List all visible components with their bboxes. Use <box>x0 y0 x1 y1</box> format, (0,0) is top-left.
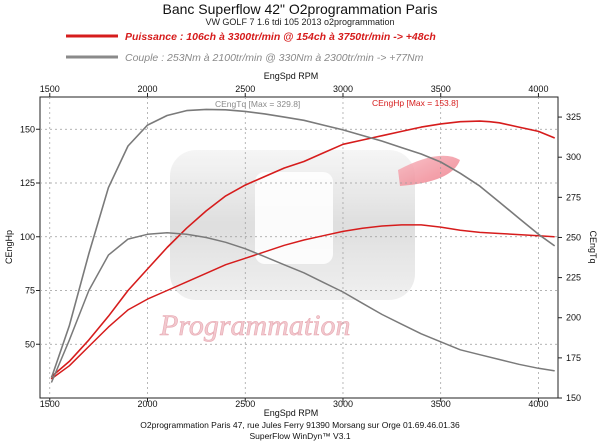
x-tick-label-top: 4000 <box>528 84 548 94</box>
x-tick-label-bottom: 4000 <box>528 399 548 409</box>
y-axis-left-label: CEngHp <box>4 230 14 264</box>
y-tick-label-left: 100 <box>20 232 35 242</box>
y-tick-label-right: 200 <box>566 313 581 323</box>
watermark-text: Programmation <box>159 309 351 342</box>
footer-address: O2programmation Paris 47, rue Jules Ferr… <box>140 420 460 430</box>
power-curve-stock <box>50 224 555 380</box>
x-tick-label-top: 3000 <box>333 84 353 94</box>
y-axis-right-label: CEngTq <box>588 230 598 263</box>
x-tick-label-top: 3500 <box>431 84 451 94</box>
y-ticks-left: 50 75 100 125 150 <box>20 124 40 349</box>
y-ticks-right: 150 175 200 225 250 275 300 325 <box>558 112 581 403</box>
x-tick-label-bottom: 2000 <box>137 399 157 409</box>
chart-title: Banc Superflow 42" O2programmation Paris <box>163 1 438 17</box>
x-tick-label-bottom: 3500 <box>431 399 451 409</box>
footer-software: SuperFlow WinDyn™ V3.1 <box>249 431 350 441</box>
power-curve-tuned <box>50 120 555 378</box>
chart-subtitle: VW GOLF 7 1.6 tdi 105 2013 o2programmati… <box>205 17 394 27</box>
y-tick-label-left: 75 <box>25 286 35 296</box>
grid <box>40 97 558 398</box>
x-tick-label-bottom: 3000 <box>333 399 353 409</box>
x-ticks-top: 1500 2000 2500 3000 3500 4000 <box>40 84 548 97</box>
x-tick-label-top: 2500 <box>235 84 255 94</box>
y-tick-label-right: 225 <box>566 273 581 283</box>
y-tick-label-right: 250 <box>566 232 581 242</box>
y-tick-label-right: 175 <box>566 353 581 363</box>
y-tick-label-left: 150 <box>20 124 35 134</box>
top-axis-label: EngSpd RPM <box>264 71 319 81</box>
y-tick-label-right: 150 <box>566 393 581 403</box>
x-tick-label-bottom: 1500 <box>40 399 60 409</box>
y-tick-label-right: 300 <box>566 152 581 162</box>
legend-power-label: Puissance : 106ch à 3300tr/min @ 154ch à… <box>125 31 436 43</box>
bottom-axis-label: EngSpd RPM <box>264 408 319 418</box>
y-tick-label-left: 50 <box>25 339 35 349</box>
torque-curve-tuned <box>50 108 555 378</box>
torque-max-label: CEngTq [Max = 329.8] <box>215 99 300 109</box>
y-tick-label-right: 275 <box>566 192 581 202</box>
x-tick-label-top: 2000 <box>137 84 157 94</box>
power-max-label: CEngHp [Max = 153.8] <box>372 98 458 108</box>
y-tick-label-right: 325 <box>566 112 581 122</box>
curves <box>50 108 555 383</box>
y-tick-label-left: 125 <box>20 178 35 188</box>
legend-torque-label: Couple : 253Nm à 2100tr/min @ 330Nm à 23… <box>125 52 424 64</box>
x-tick-label-bottom: 2500 <box>235 399 255 409</box>
x-tick-label-top: 1500 <box>40 84 60 94</box>
x-ticks-bottom: 1500 2000 2500 3000 3500 4000 <box>40 398 548 409</box>
torque-curve-stock <box>50 231 555 383</box>
